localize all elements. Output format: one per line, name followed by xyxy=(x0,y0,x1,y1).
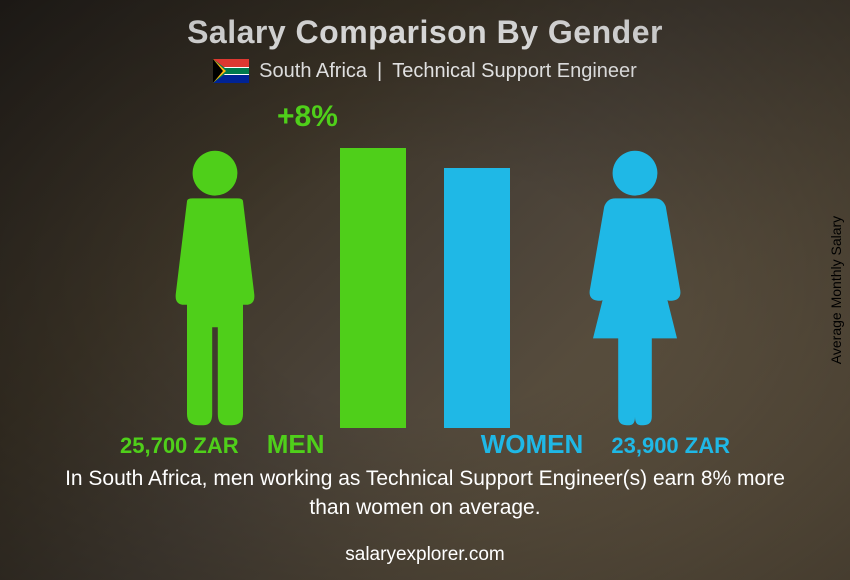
flag-icon xyxy=(213,59,249,83)
chart-area: +8% 25,700 ZAR MEN WOMEN 23,900 ZAR xyxy=(125,100,725,480)
yaxis-label: Average Monthly Salary xyxy=(828,216,844,364)
women-label-row: WOMEN 23,900 ZAR xyxy=(481,429,730,460)
women-salary: 23,900 ZAR xyxy=(611,433,730,458)
footer-source: salaryexplorer.com xyxy=(345,544,504,566)
separator: | xyxy=(377,60,382,83)
description-text: In South Africa, men working as Technica… xyxy=(55,465,795,522)
men-label: MEN xyxy=(267,429,325,459)
men-salary: 25,700 ZAR xyxy=(120,433,239,458)
men-bar xyxy=(340,148,406,428)
men-figure-icon xyxy=(145,148,285,428)
page-title: Salary Comparison By Gender xyxy=(0,0,850,51)
women-label: WOMEN xyxy=(481,429,584,459)
percent-diff-label: +8% xyxy=(277,100,338,134)
men-label-row: 25,700 ZAR MEN xyxy=(120,429,325,460)
role-label: Technical Support Engineer xyxy=(392,60,637,83)
women-bar xyxy=(444,168,510,428)
women-figure-icon xyxy=(565,148,705,428)
country-label: South Africa xyxy=(259,60,367,83)
subtitle-row: South Africa | Technical Support Enginee… xyxy=(0,59,850,83)
yaxis-wrap: Average Monthly Salary xyxy=(822,120,850,460)
